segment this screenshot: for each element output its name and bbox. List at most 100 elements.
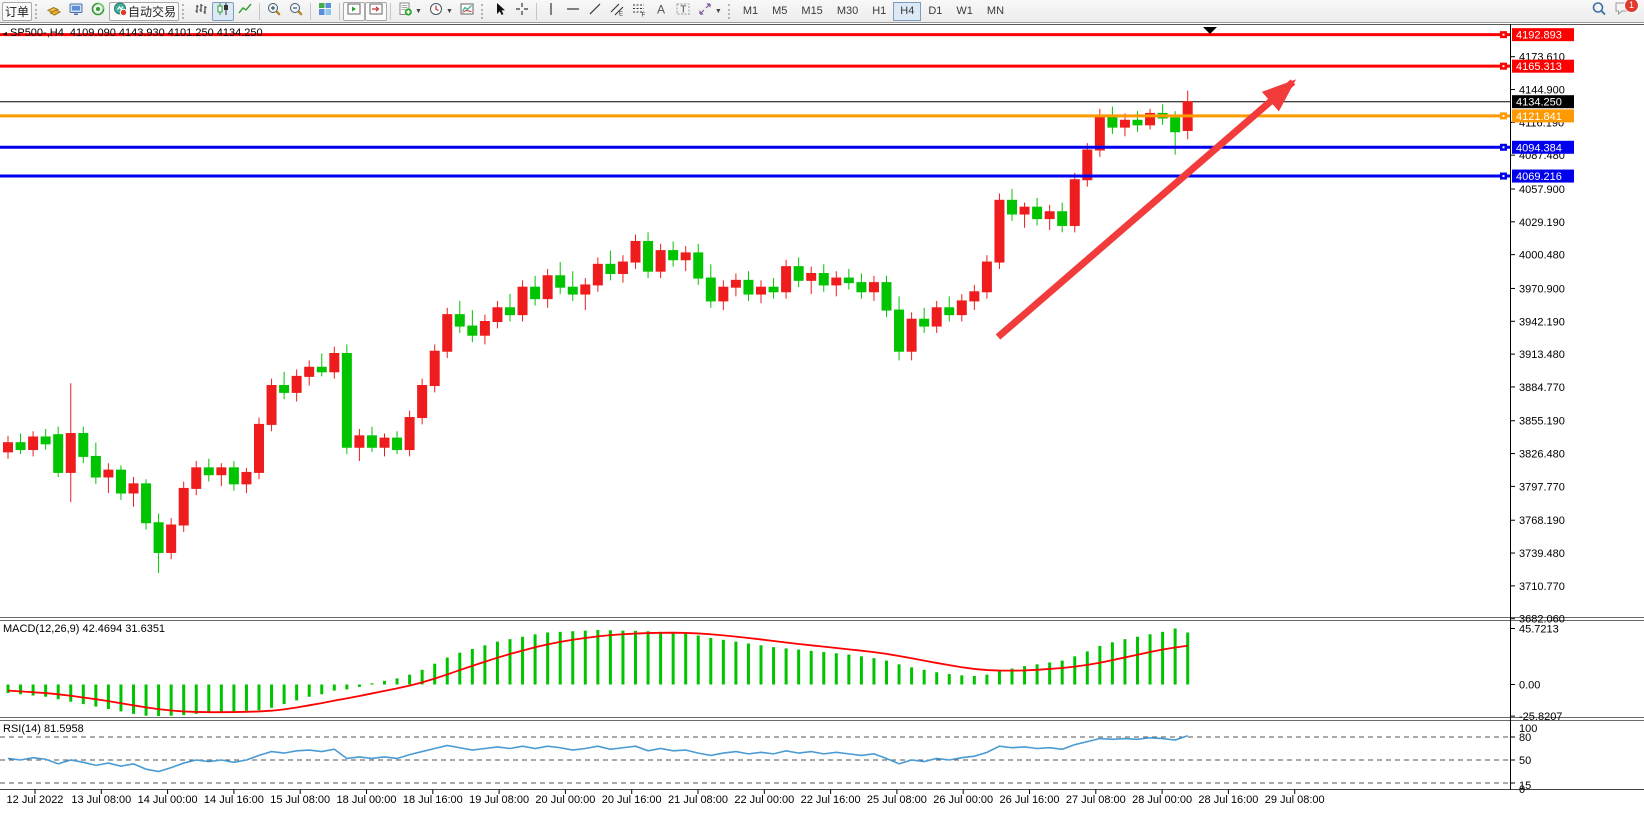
time-tick-label[interactable]: 27 Jul 08:00 xyxy=(1066,794,1126,806)
fibonacci-tool-button[interactable]: F xyxy=(628,2,650,21)
time-tick-label[interactable]: 29 Jul 08:00 xyxy=(1265,794,1325,806)
chevron-down-icon: ▼ xyxy=(415,7,422,15)
channel-tool-button[interactable]: E xyxy=(606,2,628,21)
price-tick-label: 4029.190 xyxy=(1519,217,1565,229)
candle-body xyxy=(166,524,177,553)
price-tick-label: 3970.900 xyxy=(1519,283,1565,295)
timeframe-mn[interactable]: MN xyxy=(986,5,1005,17)
chart-shift-marker[interactable] xyxy=(1203,27,1217,34)
timeframe-m5[interactable]: M5 xyxy=(772,5,788,17)
autotrade-button[interactable]: 自动交易 xyxy=(109,1,180,21)
time-tick-label[interactable]: 25 Jul 08:00 xyxy=(867,794,927,806)
candle-body xyxy=(103,469,114,478)
add-indicator-button[interactable]: ▼ xyxy=(394,2,425,21)
candle-body xyxy=(981,261,992,293)
candle-body xyxy=(617,261,628,274)
candle-body xyxy=(1007,199,1017,215)
bar-chart-type-button[interactable] xyxy=(190,2,212,21)
time-tick-label[interactable]: 14 Jul 16:00 xyxy=(204,794,264,806)
svg-text:A: A xyxy=(657,2,665,16)
vertical-line-tool-button[interactable] xyxy=(540,2,562,21)
candle-body xyxy=(479,320,490,336)
toolbar-separator xyxy=(310,2,312,20)
tile-windows-button[interactable] xyxy=(314,2,336,21)
candle-body xyxy=(944,307,955,316)
candle-body xyxy=(781,266,792,293)
time-tick-label[interactable]: 20 Jul 00:00 xyxy=(535,794,595,806)
trend-arrow-annotation[interactable] xyxy=(995,79,1297,340)
trendline-tool-button[interactable] xyxy=(584,2,606,21)
timeframe-m15[interactable]: M15 xyxy=(801,5,823,17)
auto-scroll-button[interactable] xyxy=(365,1,388,22)
candle-body xyxy=(78,433,89,457)
price-axis-label: 4192.893 xyxy=(1516,30,1562,42)
time-tick-label[interactable]: 21 Jul 08:00 xyxy=(668,794,728,806)
price-tick-label: 4057.900 xyxy=(1519,184,1565,196)
crosshair-tool-button[interactable] xyxy=(511,2,533,21)
search-button[interactable] xyxy=(1587,1,1611,21)
timeframe-h1[interactable]: H1 xyxy=(872,5,887,17)
zoom-in-button[interactable] xyxy=(263,2,285,21)
template-button[interactable] xyxy=(456,2,478,21)
toolbar-grip xyxy=(182,3,187,19)
timeframe-m1[interactable]: M1 xyxy=(742,5,759,17)
time-tick-label[interactable]: 28 Jul 16:00 xyxy=(1198,794,1258,806)
candle-body xyxy=(417,385,428,419)
orders-button[interactable]: 订单 xyxy=(2,1,33,21)
timeframe-w1[interactable]: W1 xyxy=(956,5,973,17)
time-tick-label[interactable]: 12 Jul 2022 xyxy=(7,794,64,806)
time-tick-label[interactable]: 14 Jul 00:00 xyxy=(138,794,198,806)
zoom-out-button[interactable] xyxy=(285,2,307,21)
price-axis-label: 4134.250 xyxy=(1516,97,1562,109)
price-axis-label-box xyxy=(1512,109,1574,123)
price-tick-label: 3884.770 xyxy=(1519,382,1565,394)
timeframe-m30[interactable]: M30 xyxy=(836,5,859,17)
time-tick-label[interactable]: 18 Jul 00:00 xyxy=(337,794,397,806)
time-tick-label[interactable]: 26 Jul 16:00 xyxy=(1000,794,1060,806)
timeframe-h4[interactable]: H4 xyxy=(893,1,922,21)
chat-button[interactable]: 1 xyxy=(1611,0,1639,21)
time-tick-label[interactable]: 13 Jul 08:00 xyxy=(71,794,131,806)
chart-shift-button[interactable] xyxy=(343,1,366,21)
time-tick-label[interactable]: 19 Jul 08:00 xyxy=(469,794,529,806)
line-chart-type-button[interactable] xyxy=(234,2,256,21)
price-tick-label: 3855.190 xyxy=(1519,416,1565,428)
period-clock-button[interactable]: ▼ xyxy=(425,2,456,21)
price-axis-label: 4121.841 xyxy=(1516,111,1562,123)
news-button[interactable] xyxy=(87,2,109,21)
time-tick-label[interactable]: 15 Jul 08:00 xyxy=(270,794,330,806)
time-tick-label[interactable]: 20 Jul 16:00 xyxy=(602,794,662,806)
candle-body xyxy=(241,471,252,485)
auto-scroll-icon xyxy=(368,1,384,22)
text-label-tool-button[interactable]: T xyxy=(672,2,694,21)
macd-axis-label: 0.00 xyxy=(1519,680,1540,692)
candle-body xyxy=(329,353,340,373)
time-tick-label[interactable]: 26 Jul 00:00 xyxy=(933,794,993,806)
candle-body xyxy=(153,522,164,553)
price-axis-label-box xyxy=(1512,59,1574,73)
zoom-in-icon xyxy=(266,1,282,22)
toolbar-separator xyxy=(535,2,537,20)
cursor-tool-button[interactable] xyxy=(489,2,511,21)
new-order-button[interactable] xyxy=(43,2,65,21)
text-icon: A xyxy=(653,1,669,22)
time-tick-label[interactable]: 22 Jul 00:00 xyxy=(734,794,794,806)
candle-body xyxy=(178,487,189,526)
time-tick-label[interactable]: 18 Jul 16:00 xyxy=(403,794,463,806)
line-handle-dot xyxy=(1502,65,1505,68)
time-tick-label[interactable]: 22 Jul 16:00 xyxy=(801,794,861,806)
text-tool-button[interactable]: A xyxy=(650,2,672,21)
horizontal-line-tool-button[interactable] xyxy=(562,2,584,21)
candle-body xyxy=(868,282,879,293)
candle-body xyxy=(542,275,553,300)
arrows-tool-button[interactable]: ▼ xyxy=(694,2,725,21)
timeframe-d1[interactable]: D1 xyxy=(928,5,943,17)
candlestick-chart-type-button[interactable] xyxy=(212,1,235,21)
candle-body xyxy=(555,275,566,288)
vertical-line-icon xyxy=(543,1,559,22)
price-axis-label-box xyxy=(1512,169,1574,183)
terminal-button[interactable] xyxy=(65,2,87,21)
time-tick-label[interactable]: 28 Jul 00:00 xyxy=(1132,794,1192,806)
candle-body xyxy=(254,423,264,473)
